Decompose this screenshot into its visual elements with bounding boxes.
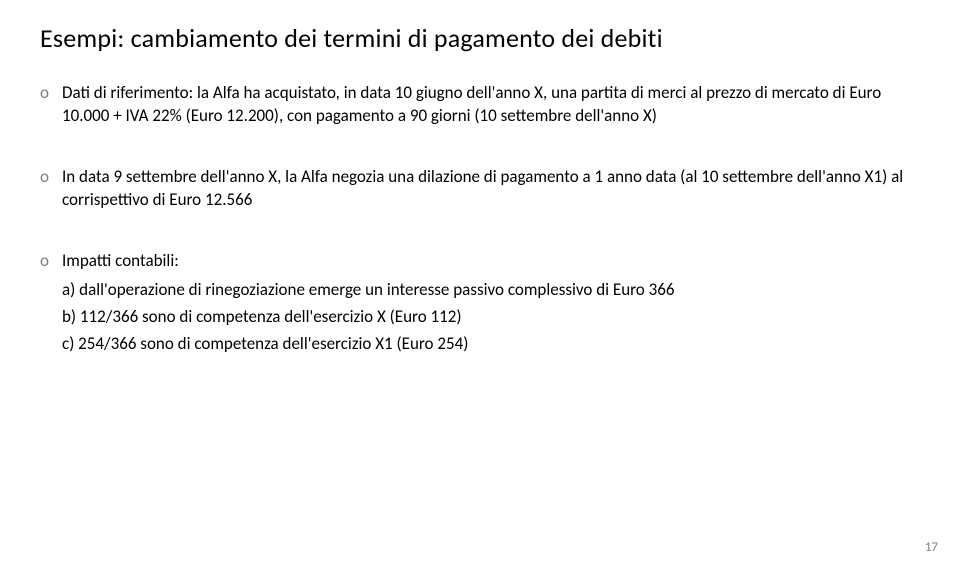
bullet-text: Impatti contabili:	[62, 250, 920, 273]
bullet-item: o Dati di riferimento: la Alfa ha acquis…	[40, 82, 920, 128]
bullet-marker: o	[40, 250, 62, 273]
sub-item: c) 254/366 sono di competenza dell'eserc…	[62, 333, 920, 356]
sub-list: a) dall'operazione di rinegoziazione eme…	[40, 279, 920, 356]
page-title: Esempi: cambiamento dei termini di pagam…	[40, 22, 920, 54]
bullet-marker: o	[40, 82, 62, 105]
bullet-text: Dati di riferimento: la Alfa ha acquista…	[62, 82, 920, 128]
page-number: 17	[925, 540, 938, 555]
sub-item: b) 112/366 sono di competenza dell'eserc…	[62, 306, 920, 329]
bullet-item: o Impatti contabili: a) dall'operazione …	[40, 250, 920, 356]
slide-page: Esempi: cambiamento dei termini di pagam…	[0, 0, 960, 569]
bullet-text: In data 9 settembre dell'anno X, la Alfa…	[62, 166, 920, 212]
bullet-item: o In data 9 settembre dell'anno X, la Al…	[40, 166, 920, 212]
bullet-marker: o	[40, 166, 62, 189]
sub-item: a) dall'operazione di rinegoziazione eme…	[62, 279, 920, 302]
